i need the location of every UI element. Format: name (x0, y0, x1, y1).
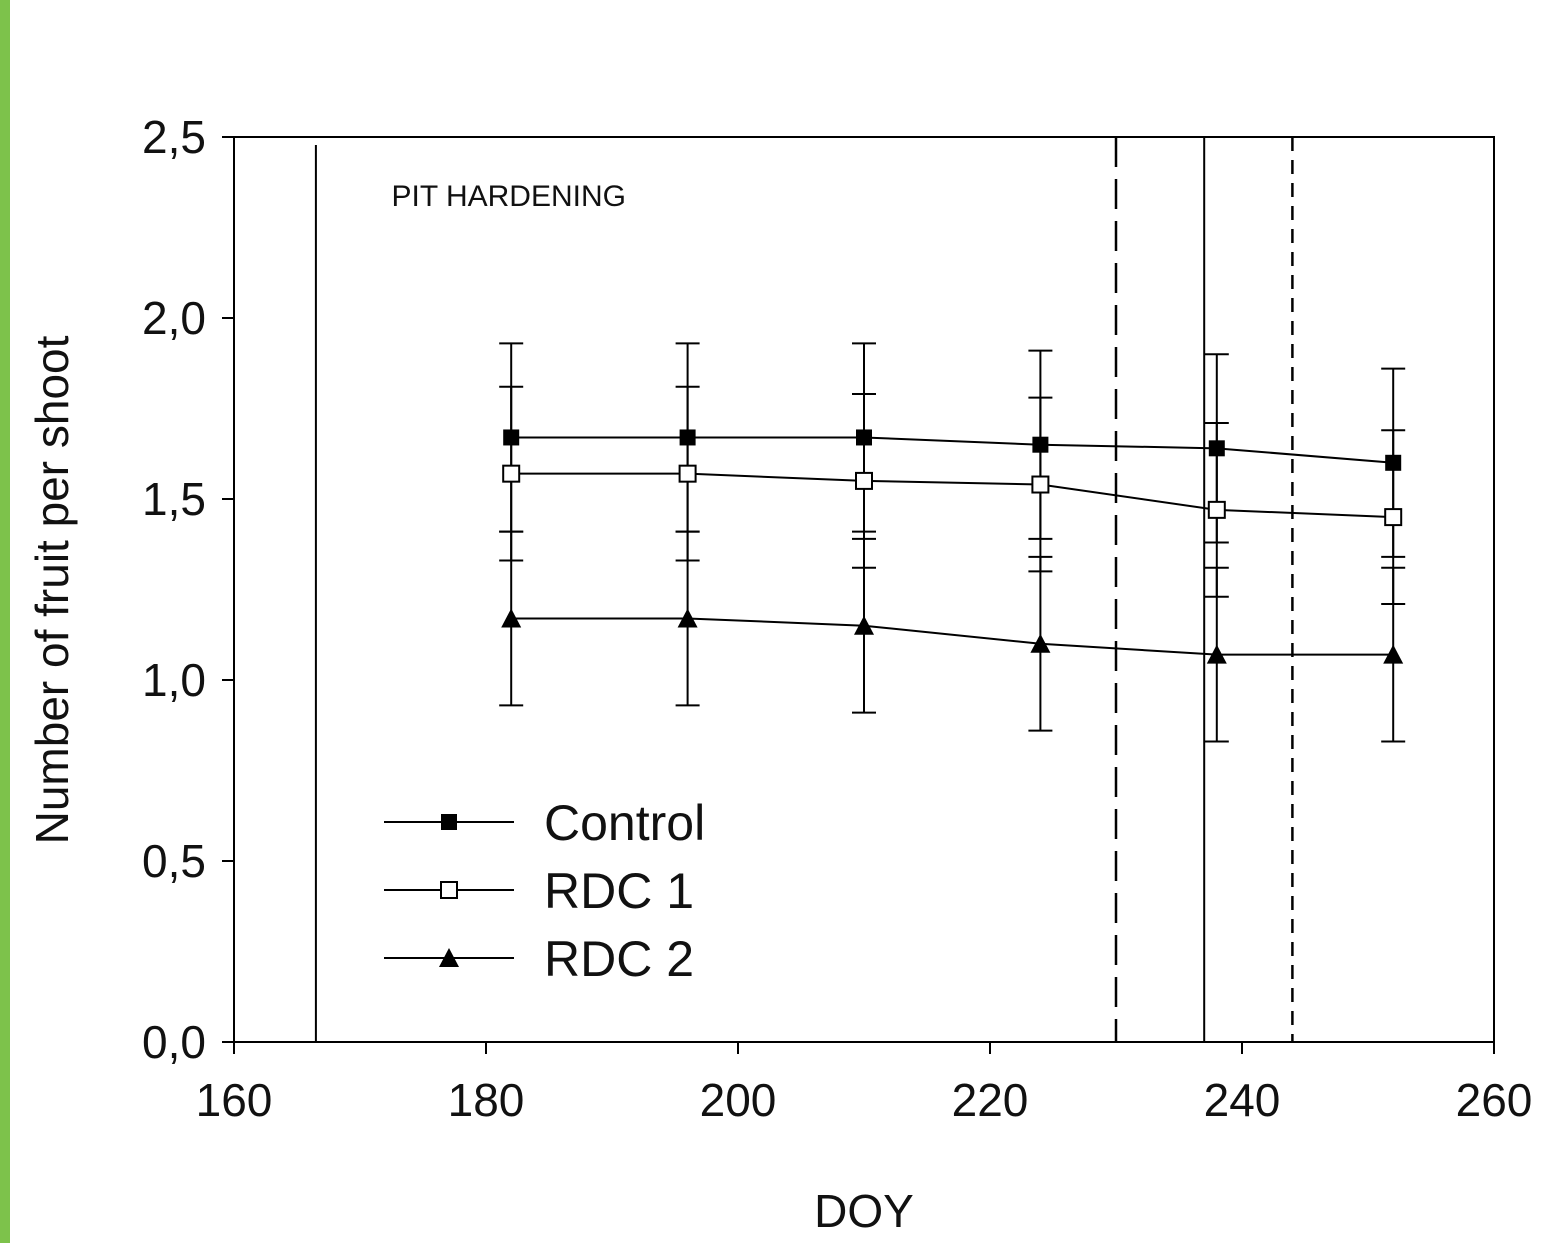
reference-lines (314, 137, 1294, 1042)
x-tick-label: 220 (952, 1074, 1029, 1126)
y-tick-label: 1,5 (142, 473, 206, 525)
series-layer (499, 342, 1406, 743)
y-axis-title: Number of fruit per shoot (26, 335, 78, 844)
series-control (499, 342, 1406, 558)
legend-label: RDC 1 (544, 863, 694, 919)
series-line (511, 472, 1394, 519)
data-point (1383, 644, 1404, 664)
data-point (1384, 508, 1403, 527)
x-axis-ticks: 160 180 200 220 240 260 (196, 1042, 1533, 1126)
legend-label: Control (544, 795, 705, 851)
data-point (501, 608, 522, 628)
data-point (678, 464, 697, 483)
x-axis-title: DOY (814, 1185, 914, 1237)
y-tick-label: 2,0 (142, 292, 206, 344)
y-tick-label: 1,0 (142, 654, 206, 706)
data-point (502, 464, 521, 483)
y-tick-label: 0,5 (142, 835, 206, 887)
x-tick-label: 200 (700, 1074, 777, 1126)
legend: Control RDC 1 RDC 2 (384, 795, 705, 987)
series-line (511, 617, 1394, 656)
left-accent-bar (0, 0, 10, 1243)
x-tick-label: 260 (1456, 1074, 1533, 1126)
legend-marker (440, 881, 458, 899)
data-point (1207, 500, 1226, 519)
data-point (677, 608, 698, 628)
data-point (855, 471, 873, 490)
x-tick-label: 180 (448, 1074, 525, 1126)
data-point (1031, 475, 1050, 494)
pit-hardening-annotation: PIT HARDENING (392, 180, 626, 213)
y-tick-label: 2,5 (142, 111, 206, 163)
plot-frame (233, 136, 1495, 1043)
x-tick-label: 160 (196, 1074, 273, 1126)
y-axis-ticks: 0,0 0,5 1,0 1,5 2,0 2,5 (142, 111, 234, 1068)
series-rdc-1 (499, 385, 1406, 605)
y-tick-label: 0,0 (142, 1016, 206, 1068)
data-point (854, 615, 874, 635)
legend-marker (441, 814, 457, 830)
data-point (1206, 644, 1227, 664)
x-tick-label: 240 (1204, 1074, 1281, 1126)
data-point (1030, 633, 1051, 653)
legend-label: RDC 2 (544, 931, 694, 987)
legend-marker (439, 948, 459, 967)
series-line (511, 436, 1394, 464)
series-rdc-2 (499, 530, 1406, 743)
